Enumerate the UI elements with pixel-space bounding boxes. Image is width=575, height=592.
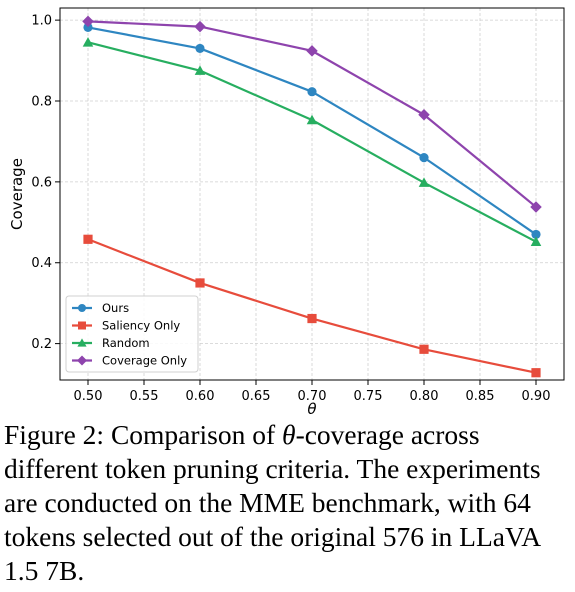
figure-caption: Figure 2: Comparison of θ-coverage acros…	[4, 418, 572, 588]
legend-box	[65, 295, 199, 373]
y-tick-label: 0.6	[31, 175, 52, 190]
data-point	[83, 22, 93, 33]
series-random	[82, 37, 542, 246]
x-axis-label: θ	[307, 400, 316, 418]
x-tick-label: 0.55	[130, 389, 159, 404]
legend-marker	[78, 321, 86, 330]
caption-theta: θ	[282, 419, 296, 450]
coverage-line-chart: 0.50 0.55 0.60 0.65 0.70 0.75 0.80 0.85 0.90 0.2 0…	[8, 7, 565, 418]
data-point	[306, 45, 318, 57]
x-tick-label: 0.90	[522, 389, 551, 404]
x-tick-label: 0.50	[74, 389, 103, 404]
data-point	[307, 87, 317, 97]
data-point	[194, 65, 206, 75]
data-point	[531, 368, 541, 378]
x-tick-label: 0.60	[186, 389, 215, 404]
legend-marker	[77, 338, 87, 347]
data-point	[530, 236, 542, 246]
data-point	[306, 114, 318, 125]
legend-item: Ours	[72, 301, 129, 315]
y-tick-label: 0.4	[31, 256, 52, 271]
data-point	[83, 234, 93, 244]
x-tick-label: 0.75	[354, 389, 383, 404]
data-point	[194, 20, 206, 33]
series-ours	[83, 22, 541, 240]
series-line	[87, 41, 537, 243]
caption-prefix: Figure 2: Comparison of	[4, 419, 283, 450]
x-tick-label: 0.80	[410, 389, 439, 404]
x-tick-label: 0.65	[242, 389, 271, 404]
data-point	[307, 313, 317, 324]
data-point	[195, 43, 205, 54]
legend-label: Random	[102, 336, 150, 350]
legend-label: Coverage Only	[102, 354, 187, 368]
legend-item: Coverage Only	[72, 354, 187, 368]
data-point	[419, 153, 429, 163]
series-coverage-only	[82, 15, 542, 213]
y-tick-label: 0.2	[31, 337, 52, 352]
series-layer	[82, 15, 542, 378]
legend-item: Saliency Only	[72, 319, 180, 333]
x-tick-label: 0.85	[466, 389, 495, 404]
legend-item: Random	[72, 336, 150, 350]
data-point	[531, 229, 541, 240]
data-point	[418, 108, 430, 121]
x-tick-label: 0.70	[298, 389, 327, 404]
series-saliency-only	[83, 234, 541, 378]
y-tick-label: 0.8	[31, 95, 52, 110]
legend-marker	[78, 304, 86, 312]
legend-label: Ours	[102, 301, 129, 315]
legend: Ours Saliency Only Random Coverage Only	[65, 295, 199, 373]
y-tick-label: 1.0	[31, 14, 52, 29]
data-point	[530, 201, 542, 213]
data-point	[418, 177, 430, 187]
caption-suffix: -coverage across different token pruning…	[4, 419, 541, 586]
data-point	[195, 278, 205, 288]
data-point	[82, 37, 94, 47]
axes: 0.50 0.55 0.60 0.65 0.70 0.75 0.80 0.85 0.90 0.2 0…	[8, 14, 550, 418]
legend-label: Saliency Only	[102, 319, 180, 333]
data-point	[82, 15, 94, 28]
legend-marker	[77, 355, 87, 366]
y-axis-label: Coverage	[8, 158, 26, 230]
data-point	[419, 344, 429, 354]
